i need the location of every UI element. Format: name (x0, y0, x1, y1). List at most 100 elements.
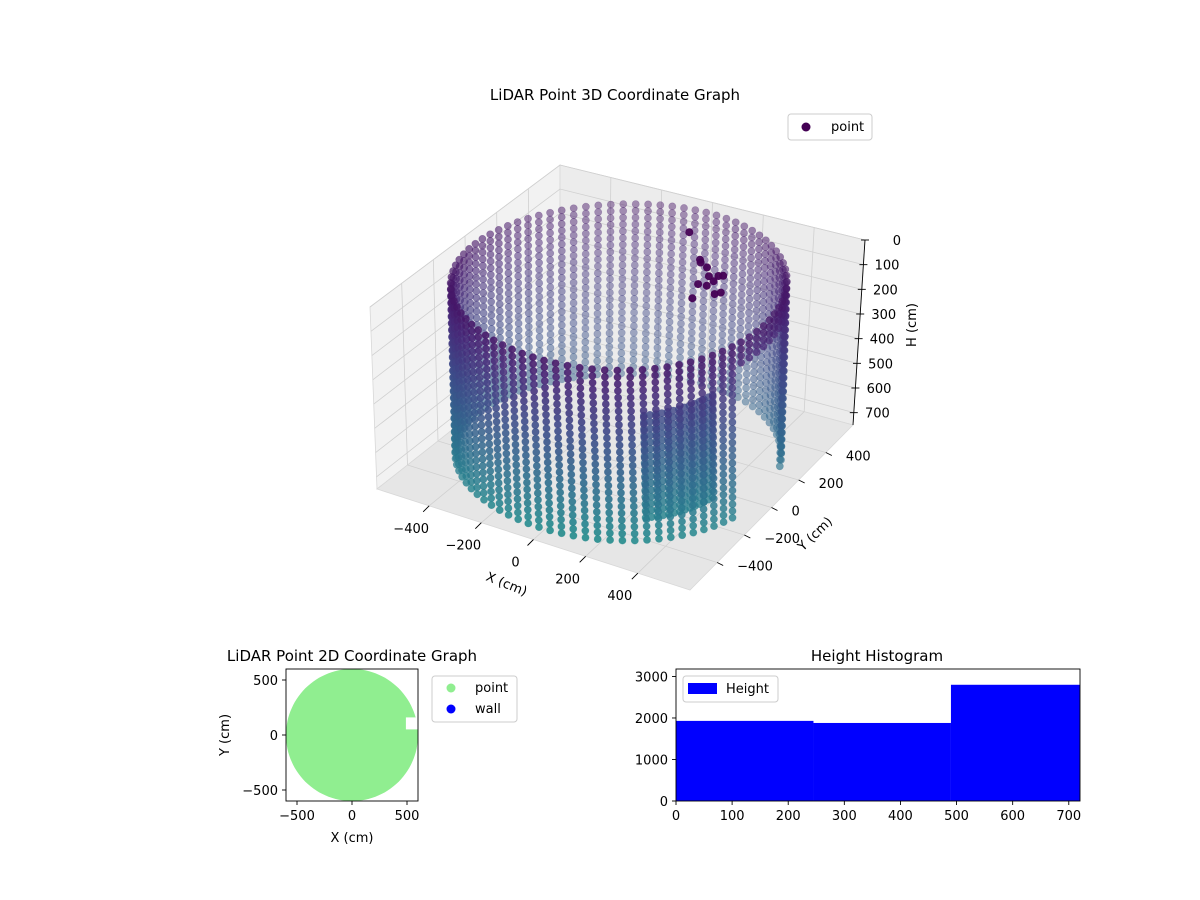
point-3d (665, 324, 674, 333)
point-3d (665, 317, 674, 326)
point-3d (478, 441, 486, 450)
point-3d (477, 407, 485, 416)
point-3d (639, 379, 647, 388)
point-3d (631, 234, 640, 242)
point-3d (752, 348, 761, 357)
point-3d (631, 227, 640, 236)
point-3d (556, 495, 565, 504)
point-3d (667, 250, 676, 258)
point-3d (676, 442, 685, 451)
point-3d (567, 463, 575, 472)
point-3d (665, 458, 674, 467)
point-3d (477, 434, 486, 443)
point-3d (630, 261, 639, 269)
y-tick-3d (771, 507, 778, 511)
y-tick-label-3d: 0 (792, 505, 800, 520)
point-3d (639, 386, 647, 395)
point-3d (750, 368, 758, 377)
point-3d (630, 509, 638, 518)
point-3d (654, 487, 662, 496)
point-3d (524, 322, 533, 331)
y-tick-3d (825, 452, 833, 456)
point-3d (630, 274, 639, 283)
point-3d (710, 265, 719, 274)
point-3d (471, 449, 480, 458)
point-3d (728, 349, 737, 358)
point-3d (728, 425, 737, 433)
point-3d (676, 435, 685, 444)
point-3d (698, 375, 706, 384)
point-3d (490, 363, 499, 372)
point-3d (754, 258, 763, 267)
point-3d (592, 480, 600, 489)
point-3d (485, 446, 494, 455)
point-3d (593, 296, 602, 304)
point-3d (476, 387, 485, 395)
point-3d (719, 518, 728, 526)
point-3d (643, 241, 652, 249)
point-3d (469, 374, 478, 383)
point-3d (615, 441, 624, 450)
point-3d (668, 209, 676, 218)
point-3d (487, 284, 495, 293)
point-3d (606, 241, 615, 250)
point-3d (564, 375, 572, 384)
point-3d (759, 322, 768, 330)
point-3d (687, 433, 696, 442)
point-3d (711, 252, 720, 261)
point-3d (495, 259, 503, 268)
point-3d (543, 444, 552, 453)
point-3d (687, 392, 696, 401)
point-3d (679, 210, 688, 219)
point-3d (504, 269, 513, 277)
point-3d (677, 319, 685, 328)
point-3d (604, 495, 613, 504)
point-3d (606, 214, 615, 222)
point-3d (664, 410, 673, 419)
point-3d (676, 456, 685, 465)
point-3d (675, 360, 683, 369)
point-3d (699, 303, 708, 312)
point-3d (698, 361, 706, 370)
point-3d (699, 450, 707, 459)
point-3d (495, 280, 504, 288)
point-3d (524, 519, 533, 528)
point-3d (568, 511, 577, 520)
point-3d (664, 397, 672, 405)
point-3d (737, 358, 745, 367)
point-3d (778, 366, 787, 375)
point-3d (581, 520, 589, 528)
point-3d (653, 473, 662, 482)
point-3d (532, 455, 541, 463)
point-3d (486, 277, 495, 286)
point-3d (748, 226, 757, 235)
point-3d (567, 484, 576, 492)
point-3d (745, 353, 754, 362)
point-3d (687, 342, 696, 351)
point-3d (630, 288, 639, 297)
point-3d (747, 247, 756, 256)
point-3d (722, 214, 731, 223)
point-3d (557, 321, 566, 330)
point-3d (642, 275, 651, 283)
point-3d (592, 487, 601, 496)
point-3d (581, 243, 590, 252)
point-3d (721, 255, 729, 264)
point-3d (544, 485, 553, 494)
point-3d (698, 402, 707, 411)
point-3d (569, 326, 578, 334)
point-3d (533, 468, 541, 477)
point-3d (554, 434, 563, 442)
point-3d (688, 308, 697, 317)
point-3d (731, 225, 740, 233)
point-3d (524, 295, 533, 304)
point-3d (554, 427, 562, 436)
point-3d (485, 453, 494, 462)
point-3d (617, 516, 626, 524)
point-3d (731, 231, 740, 240)
point-3d (542, 410, 550, 419)
point-3d (666, 512, 675, 521)
point-3d (580, 506, 589, 515)
point-3d (644, 207, 652, 216)
point-3d (719, 303, 728, 312)
